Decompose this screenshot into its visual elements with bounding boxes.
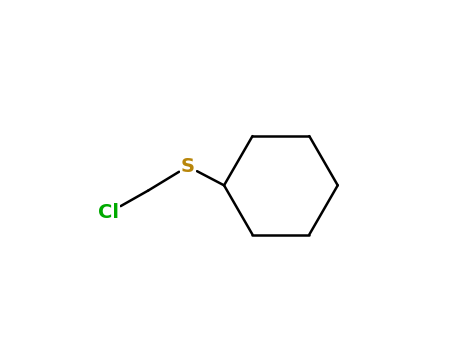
Text: Cl: Cl: [98, 203, 119, 222]
Text: S: S: [181, 157, 195, 176]
